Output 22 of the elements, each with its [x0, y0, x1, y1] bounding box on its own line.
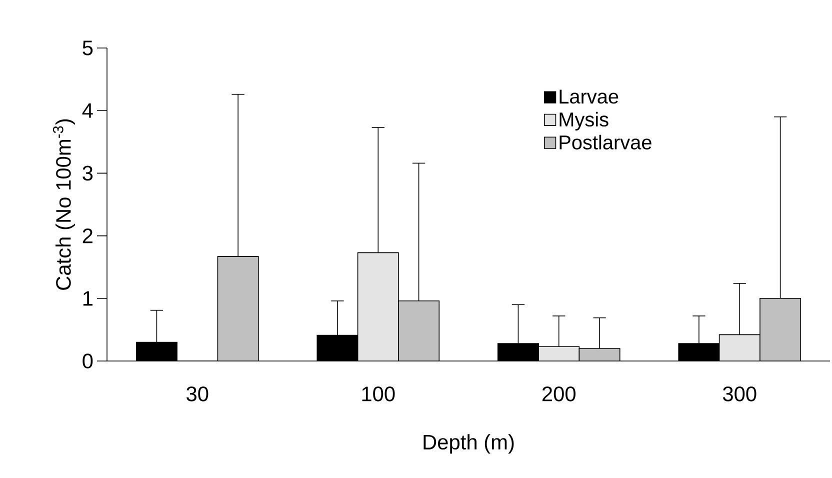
- bar: [579, 348, 620, 361]
- legend-label: Mysis: [560, 112, 608, 131]
- x-tick-label: 100: [362, 386, 395, 402]
- y-tick-label: 2: [82, 228, 92, 244]
- y-tick-label: 1: [83, 291, 92, 306]
- bar: [718, 334, 760, 361]
- x-tick-label: 200: [542, 386, 576, 402]
- bar: [760, 298, 802, 361]
- legend-label: Postlarvae: [560, 134, 652, 150]
- bar: [538, 346, 580, 361]
- bar: [398, 300, 440, 361]
- x-tick-label: 300: [722, 386, 756, 402]
- legend-label: Larvae: [560, 90, 618, 104]
- x-axis-title: Depth (m): [424, 434, 514, 454]
- bar: [218, 256, 258, 361]
- y-tick-label: 0: [82, 354, 93, 368]
- y-tick-label: 3: [82, 166, 93, 181]
- x-tick-label: 30: [186, 386, 208, 402]
- y-tick-label: 4: [82, 103, 93, 118]
- bar: [358, 252, 398, 361]
- y-tick-label: 5: [82, 40, 93, 56]
- y-axis-title: Catch (No 100m$^{-3}$): [52, 119, 75, 290]
